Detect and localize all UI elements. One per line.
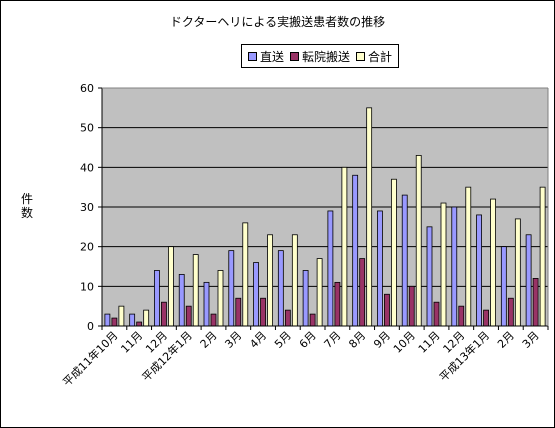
bar-series-0-cat-0 <box>104 313 111 327</box>
bar-series-0-cat-14 <box>451 206 458 327</box>
bar-series-1-cat-15 <box>483 309 489 327</box>
bar-series-1-cat-0 <box>111 317 118 327</box>
y-tick-label-4: 40 <box>80 161 94 174</box>
legend-item-series-0: 直送 <box>248 48 284 65</box>
bar-series-1-cat-16 <box>507 297 514 327</box>
bar-series-0-cat-11 <box>377 210 383 327</box>
bar-series-0-cat-9 <box>327 210 334 327</box>
bar-series-1-cat-3 <box>185 305 192 327</box>
bar-series-1-cat-7 <box>284 309 291 327</box>
x-tick-label-1: 11月 <box>118 329 145 356</box>
bar-series-1-cat-14 <box>458 305 465 327</box>
y-tick-label-0: 0 <box>87 320 94 333</box>
bar-series-2-cat-13 <box>440 202 447 327</box>
x-tick-label-11: 9月 <box>371 329 393 351</box>
x-tick-label-4: 2月 <box>198 329 220 351</box>
bar-series-0-cat-13 <box>426 226 433 327</box>
bar-series-0-cat-17 <box>525 234 532 327</box>
bar-series-2-cat-4 <box>217 270 224 327</box>
legend-item-series-2: 合計 <box>356 48 392 65</box>
legend-label-series-2: 合計 <box>368 49 393 64</box>
legend-label-series-1: 転院搬送 <box>302 49 351 64</box>
bar-series-2-cat-2 <box>168 246 174 327</box>
bar-series-2-cat-1 <box>143 309 150 327</box>
x-tick-label-0: 平成11年10月 <box>60 328 121 389</box>
bar-series-0-cat-6 <box>253 262 259 327</box>
x-tick-label-5: 3月 <box>222 329 244 351</box>
y-tick-label-2: 20 <box>80 241 94 254</box>
legend-label-series-0: 直送 <box>260 49 285 64</box>
legend-swatch-series-1 <box>290 51 300 61</box>
y-tick-label-6: 60 <box>80 82 94 95</box>
bar-series-1-cat-17 <box>532 277 539 327</box>
bar-series-2-cat-11 <box>391 178 397 327</box>
bar-series-1-cat-2 <box>161 301 167 327</box>
y-tick-label-3: 30 <box>80 201 94 214</box>
x-tick-label-16: 2月 <box>495 329 517 351</box>
x-tick-label-17: 3月 <box>520 329 542 351</box>
bar-series-2-cat-17 <box>539 186 546 327</box>
bar-series-1-cat-5 <box>235 297 242 327</box>
bar-series-0-cat-16 <box>500 246 507 327</box>
bar-series-2-cat-3 <box>192 254 199 327</box>
bar-series-0-cat-7 <box>277 250 284 327</box>
bar-series-2-cat-16 <box>514 218 521 327</box>
bar-series-0-cat-4 <box>203 281 210 327</box>
bar-series-0-cat-3 <box>178 274 185 327</box>
chart-legend: 直送 転院搬送 合計 <box>241 44 400 68</box>
bar-series-2-cat-12 <box>415 155 422 327</box>
bar-series-2-cat-9 <box>341 166 348 327</box>
x-tick-label-13: 11月 <box>416 329 443 356</box>
y-tick-label-1: 10 <box>80 280 94 293</box>
bar-series-2-cat-6 <box>267 234 273 327</box>
x-tick-label-10: 8月 <box>346 329 368 351</box>
bar-series-1-cat-13 <box>433 301 440 327</box>
bar-series-0-cat-10 <box>352 174 359 327</box>
bar-series-2-cat-5 <box>242 222 249 327</box>
bar-series-2-cat-15 <box>490 198 496 327</box>
bar-series-1-cat-9 <box>334 281 341 327</box>
chart-title: ドクターヘリによる実搬送患者数の推移 <box>169 15 386 29</box>
bar-series-2-cat-0 <box>118 305 125 327</box>
bar-series-2-cat-10 <box>366 107 373 327</box>
bar-series-2-cat-14 <box>465 186 472 327</box>
bar-series-1-cat-11 <box>384 293 390 327</box>
x-tick-label-6: 4月 <box>247 329 269 351</box>
bar-series-1-cat-12 <box>408 285 415 327</box>
bar-series-0-cat-12 <box>401 194 408 327</box>
bar-series-0-cat-2 <box>154 270 160 327</box>
legend-item-series-1: 転院搬送 <box>290 48 350 65</box>
x-tick-label-12: 10月 <box>391 329 418 356</box>
y-axis-label: 件数 <box>20 192 33 220</box>
bar-series-1-cat-4 <box>210 313 217 327</box>
legend-swatch-series-0 <box>248 51 257 61</box>
bar-series-1-cat-1 <box>136 321 143 327</box>
bar-series-0-cat-8 <box>302 270 309 327</box>
bar-series-1-cat-8 <box>309 313 316 327</box>
x-tick-label-9: 7月 <box>322 329 344 351</box>
bar-series-0-cat-5 <box>228 250 235 327</box>
bar-series-2-cat-7 <box>291 234 298 327</box>
bar-series-0-cat-15 <box>476 214 482 327</box>
legend-swatch-series-2 <box>356 51 366 61</box>
y-tick-label-5: 50 <box>80 122 94 135</box>
bar-series-0-cat-1 <box>129 313 136 327</box>
bar-series-2-cat-8 <box>316 258 323 327</box>
bar-series-1-cat-6 <box>260 297 266 327</box>
x-tick-label-8: 6月 <box>297 329 319 351</box>
x-tick-label-7: 5月 <box>272 329 294 351</box>
bar-series-1-cat-10 <box>359 258 366 327</box>
